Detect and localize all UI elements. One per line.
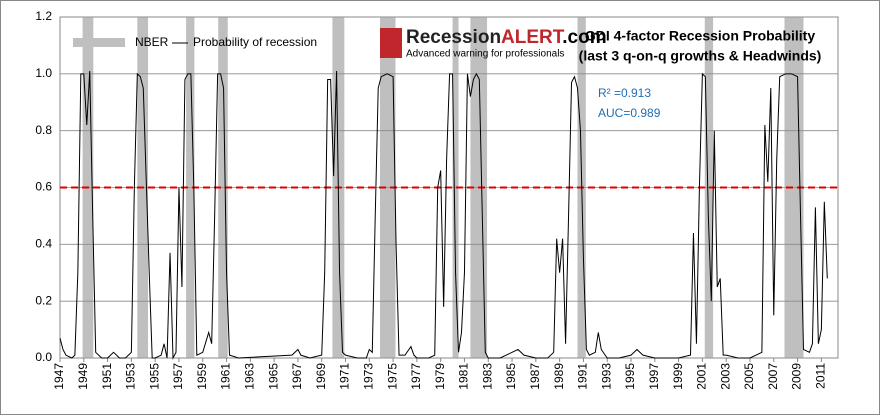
- x-tick-label: 1967: [290, 363, 304, 390]
- annotation: AUC=0.989: [598, 106, 661, 120]
- x-tick-label: 1991: [576, 363, 590, 390]
- x-tick-label: 1955: [147, 363, 161, 390]
- x-tick-label: 1957: [171, 363, 185, 390]
- x-tick-label: 2011: [814, 363, 828, 389]
- y-tick-label: 1.0: [35, 66, 52, 80]
- legend-label: NBER: [135, 35, 169, 49]
- x-tick-label: 1963: [243, 363, 257, 390]
- x-tick-label: 1997: [647, 363, 661, 390]
- y-tick-label: 0.4: [35, 237, 52, 251]
- x-tick-label: 1989: [552, 363, 566, 390]
- x-tick-label: 1969: [314, 363, 328, 390]
- x-tick-label: 1971: [338, 363, 352, 390]
- x-tick-label: 1987: [528, 363, 542, 390]
- x-tick-label: 1985: [504, 363, 518, 390]
- x-tick-label: 1961: [219, 363, 233, 390]
- x-tick-label: 2001: [695, 363, 709, 390]
- x-tick-label: 1947: [52, 363, 66, 390]
- logo-part: ALERT: [501, 27, 565, 48]
- logo-part: .com: [562, 27, 606, 48]
- x-tick-label: 1979: [433, 363, 447, 390]
- x-tick-label: 1973: [361, 363, 375, 390]
- x-tick-label: 1999: [671, 363, 685, 390]
- x-tick-label: 1965: [266, 363, 280, 390]
- x-tick-label: 1977: [409, 363, 423, 390]
- x-tick-label: 1953: [124, 363, 138, 390]
- y-tick-label: 1.2: [35, 9, 52, 23]
- y-tick-label: 0.0: [35, 350, 52, 364]
- y-tick-label: 0.6: [35, 180, 52, 194]
- annotation: R² =0.913: [598, 86, 651, 100]
- legend-label: Probability of recession: [193, 35, 317, 49]
- x-tick-label: 1959: [195, 363, 209, 390]
- legend-swatch: [73, 38, 125, 47]
- logo-icon: [380, 28, 402, 58]
- x-tick-label: 1993: [599, 363, 613, 390]
- x-tick-label: 1949: [76, 363, 90, 390]
- x-tick-label: 1951: [100, 363, 114, 390]
- logo: RecessionALERT.com: [406, 27, 607, 48]
- logo-part: Recession: [406, 27, 501, 48]
- x-tick-label: 2007: [766, 363, 780, 390]
- series-line: [59, 70, 828, 360]
- x-tick-label: 1975: [385, 363, 399, 390]
- x-tick-label: 1981: [457, 363, 471, 390]
- logo-tagline: Advanced warning for professionals: [406, 49, 564, 60]
- chart-title: GDI 4-factor Recession Probability: [585, 28, 815, 44]
- y-tick-label: 0.2: [35, 293, 52, 307]
- chart-title: (last 3 q-on-q growths & Headwinds): [579, 48, 822, 64]
- x-tick-label: 2005: [742, 363, 756, 390]
- x-tick-label: 1983: [480, 363, 494, 390]
- x-tick-label: 2009: [790, 363, 804, 390]
- x-tick-label: 1995: [623, 363, 637, 390]
- y-tick-label: 0.8: [35, 123, 52, 137]
- x-tick-label: 2003: [718, 363, 732, 390]
